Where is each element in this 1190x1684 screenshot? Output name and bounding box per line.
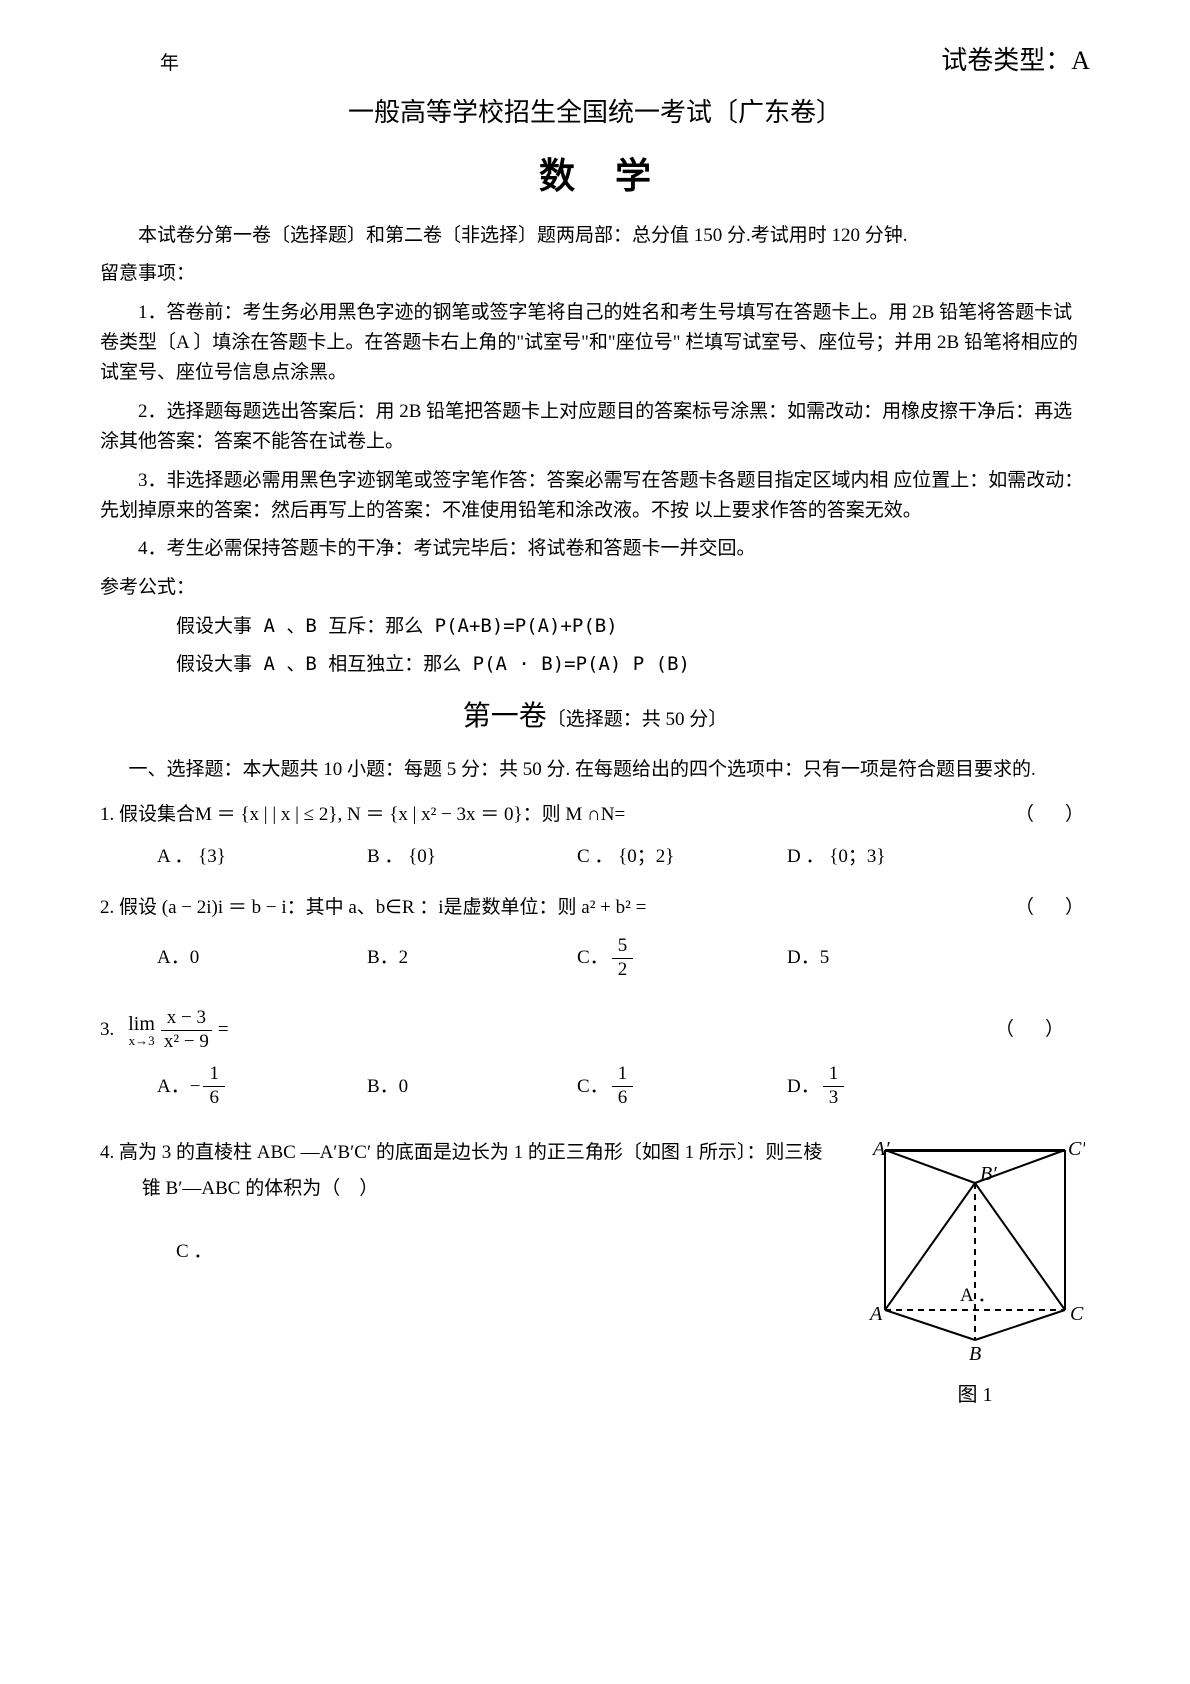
q4: 4. 高为 3 的直棱柱 ABC —A′B′C′ 的底面是边长为 1 的正三角形…	[100, 1135, 1090, 1411]
q3-paren: （ ）	[995, 1015, 1090, 1045]
q2c-num: 5	[612, 935, 634, 959]
section-instruction: 一、选择题：本大题共 10 小题：每题 5 分：共 50 分. 在每题给出的四个…	[157, 755, 1090, 785]
paper-type: 试卷类型：A	[941, 40, 1090, 82]
q2-opt-d: D．5	[787, 943, 997, 973]
notice-title: 留意事项：	[100, 259, 1090, 289]
q3d-num: 1	[823, 1063, 845, 1087]
intro-text: 本试卷分第一卷〔选择题〕和第二卷〔非选择〕题两局部：总分值 150 分.考试用时…	[100, 221, 1090, 251]
year-label: 年	[160, 49, 179, 79]
q3d-lbl: D．	[787, 1072, 820, 1102]
q2-opt-b: B．2	[367, 943, 577, 973]
title-subject: 数学	[100, 148, 1090, 206]
notice-1: 1．答卷前：考生务必用黑色字迹的钢笔或签字笔将自己的姓名和考生号填写在答题卡上。…	[100, 298, 1090, 389]
notice-3: 3．非选择题必需用黑色字迹钢笔或签字笔作答：答案必需写在答题卡各题目指定区域内相…	[100, 466, 1090, 527]
q3a-lbl: A．−	[157, 1072, 200, 1102]
section-small: 〔选择题：共 50 分〕	[547, 709, 728, 730]
q1-options: A ． {3} B ． {0} C ． {0；2} D ． {0；3}	[100, 842, 1090, 872]
q3-lim-bot: x→3	[129, 1034, 155, 1047]
q2-paren: （ ）	[1015, 893, 1090, 923]
notice-2: 2．选择题每题选出答案后：用 2B 铅笔把答题卡上对应题目的答案标号涂黑：如需改…	[100, 397, 1090, 458]
q3d-frac: 1 3	[823, 1063, 845, 1110]
q2-opt-b-text: B．2	[367, 943, 408, 973]
q2-opt-c-frac: 5 2	[612, 935, 634, 982]
q3-frac-num: x − 3	[161, 1007, 212, 1031]
q3-lim: lim x→3	[128, 1014, 155, 1047]
q3: 3. lim x→3 x − 3 x² − 9 = （ ）	[100, 1007, 1090, 1054]
q1-opt-c: C ． {0；2}	[577, 842, 787, 872]
notice-4: 4．考生必需保持答题卡的干净：考试完毕后：将试卷和答题卡一并交回。	[100, 534, 1090, 564]
q4-opt-a: A ．	[960, 1285, 996, 1306]
q3c-den: 6	[612, 1087, 634, 1110]
lbl-C: C	[1070, 1303, 1084, 1325]
q2: 2. 假设 (a − 2i)i ＝ b − i：其中 a、b∈R ：i是虚数单位…	[100, 893, 1090, 923]
q3-opt-d: D． 1 3	[787, 1063, 997, 1110]
q2-opt-c-label: C．	[577, 943, 609, 973]
lbl-A: A	[868, 1303, 883, 1325]
q3-options: A．− 1 6 B．0 C． 1 6 D． 1 3	[100, 1063, 1090, 1110]
q3-opt-b: B．0	[367, 1072, 577, 1102]
formula-1: 假设大事 A 、B 互斥：那么 P(A+B)=P(A)+P(B)	[100, 611, 1090, 641]
q3-lim-top: lim	[128, 1014, 155, 1034]
q4-opt-c: C ．	[100, 1237, 840, 1267]
q4-figure: A′ C′ B′ A C B 图 1	[860, 1135, 1090, 1411]
q3-frac-den: x² − 9	[158, 1031, 215, 1054]
q3-num: 3.	[100, 1015, 114, 1045]
q1-paren: （ ）	[1015, 800, 1090, 830]
q3a-den: 6	[203, 1087, 225, 1110]
formula-2: 假设大事 A 、B 相互独立：那么 P(A · B)=P(A) P (B)	[100, 649, 1090, 679]
q1: 1. 假设集合M ＝ {x | | x | ≤ 2}, N ＝ {x | x² …	[100, 800, 1090, 830]
q3-opt-c: C． 1 6	[577, 1063, 787, 1110]
q3d-den: 3	[823, 1087, 845, 1110]
q3-equals: =	[218, 1015, 229, 1045]
title-main: 一般高等学校招生全国统一考试〔广东卷〕	[100, 92, 1090, 134]
q2-opt-c: C． 5 2	[577, 935, 787, 982]
q1-opt-a: A ． {3}	[157, 842, 367, 872]
formulas-title: 参考公式：	[100, 573, 1090, 603]
q3a-frac: 1 6	[203, 1063, 225, 1110]
q2-opt-d-text: D．5	[787, 943, 829, 973]
q3c-lbl: C．	[577, 1072, 609, 1102]
lbl-B: B	[969, 1343, 981, 1365]
q1-opt-d: D ． {0；3}	[787, 842, 997, 872]
q4-text: 4. 高为 3 的直棱柱 ABC —A′B′C′ 的底面是边长为 1 的正三角形…	[142, 1135, 840, 1207]
q1-opt-b: B ． {0}	[367, 842, 577, 872]
q2-text: 2. 假设 (a − 2i)i ＝ b − i：其中 a、b∈R ：i是虚数单位…	[100, 893, 1015, 923]
q3b-lbl: B．0	[367, 1072, 408, 1102]
lbl-Cp: C′	[1068, 1138, 1085, 1160]
q3-frac: x − 3 x² − 9	[158, 1007, 215, 1054]
lbl-Bp: B′	[980, 1163, 997, 1185]
q3c-frac: 1 6	[612, 1063, 634, 1110]
q3c-num: 1	[612, 1063, 634, 1087]
q2c-den: 2	[612, 959, 634, 982]
q2-options: A．0 B．2 C． 5 2 D．5	[100, 935, 1090, 982]
section-big: 第一卷	[463, 701, 547, 732]
q2-opt-a: A．0	[157, 943, 367, 973]
figure-label: 图 1	[860, 1379, 1090, 1411]
q1-text: 1. 假设集合M ＝ {x | | x | ≤ 2}, N ＝ {x | x² …	[100, 800, 1015, 830]
q3-opt-a: A．− 1 6	[157, 1063, 367, 1110]
q3a-num: 1	[203, 1063, 225, 1087]
q2-opt-a-text: A．0	[157, 943, 199, 973]
section-title: 第一卷〔选择题：共 50 分〕	[100, 695, 1090, 740]
q4-text-block: 4. 高为 3 的直棱柱 ABC —A′B′C′ 的底面是边长为 1 的正三角形…	[100, 1135, 860, 1268]
lbl-Ap: A′	[871, 1138, 890, 1160]
prism-svg: A′ C′ B′ A C B	[865, 1135, 1085, 1365]
